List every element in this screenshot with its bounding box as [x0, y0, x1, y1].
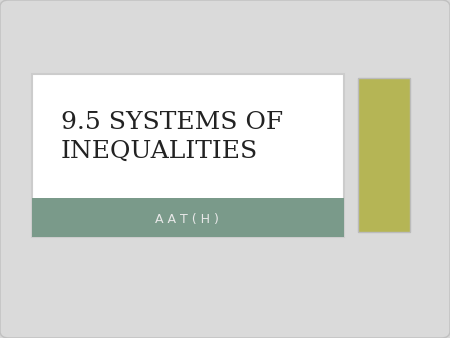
Bar — [32, 198, 344, 237]
Text: A A T ( H ): A A T ( H ) — [155, 213, 219, 225]
Bar — [32, 74, 344, 237]
Bar — [358, 78, 410, 232]
Text: 9.5 SYSTEMS OF
INEQUALITIES: 9.5 SYSTEMS OF INEQUALITIES — [61, 111, 283, 163]
